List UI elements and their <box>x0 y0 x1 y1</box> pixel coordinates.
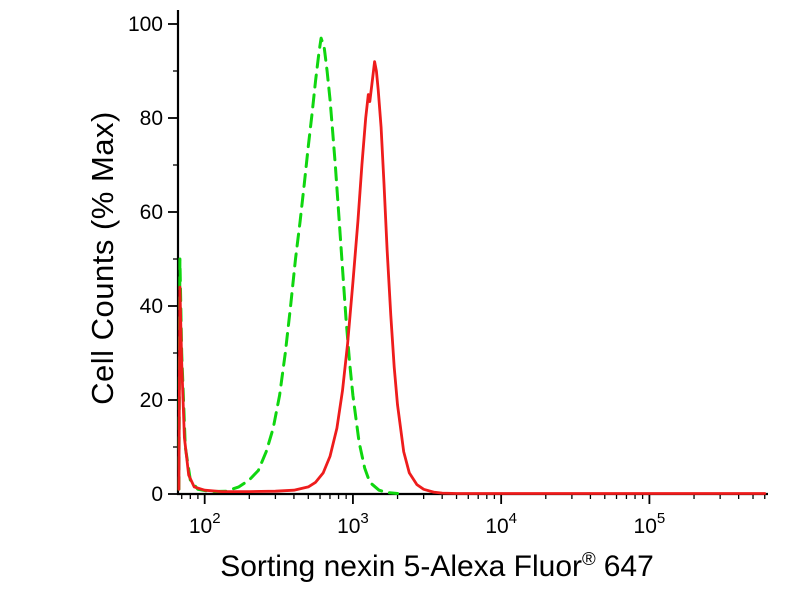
x-axis-tick-label: 103 <box>337 510 369 538</box>
x-axis-title: Sorting nexin 5-Alexa Fluor® 647 <box>220 548 654 584</box>
x-axis-tick-label: 104 <box>485 510 517 538</box>
y-axis-tick-label: 0 <box>151 483 163 506</box>
y-axis-tick-label: 100 <box>128 13 163 36</box>
y-axis-title: Cell Counts (% Max) <box>85 111 120 405</box>
green-dashed-histogram-curve <box>177 36 399 495</box>
y-axis-tick-label: 80 <box>140 107 163 130</box>
red-solid-histogram-curve <box>177 60 767 495</box>
histogram-plot: 0 20 40 60 80 100 102 103 104 105 <box>128 10 768 538</box>
x-axis-tick-label: 105 <box>634 510 666 538</box>
x-axis-tick-label: 102 <box>189 510 221 538</box>
registered-trademark-symbol: ® <box>582 548 596 569</box>
y-axis-tick-label: 20 <box>140 389 163 412</box>
x-axis-title-text: Sorting nexin 5-Alexa Fluor <box>220 550 583 583</box>
x-axis-title-suffix: 647 <box>603 550 654 583</box>
y-axis-tick-label: 60 <box>140 201 163 224</box>
y-axis-tick-label: 40 <box>140 295 163 318</box>
